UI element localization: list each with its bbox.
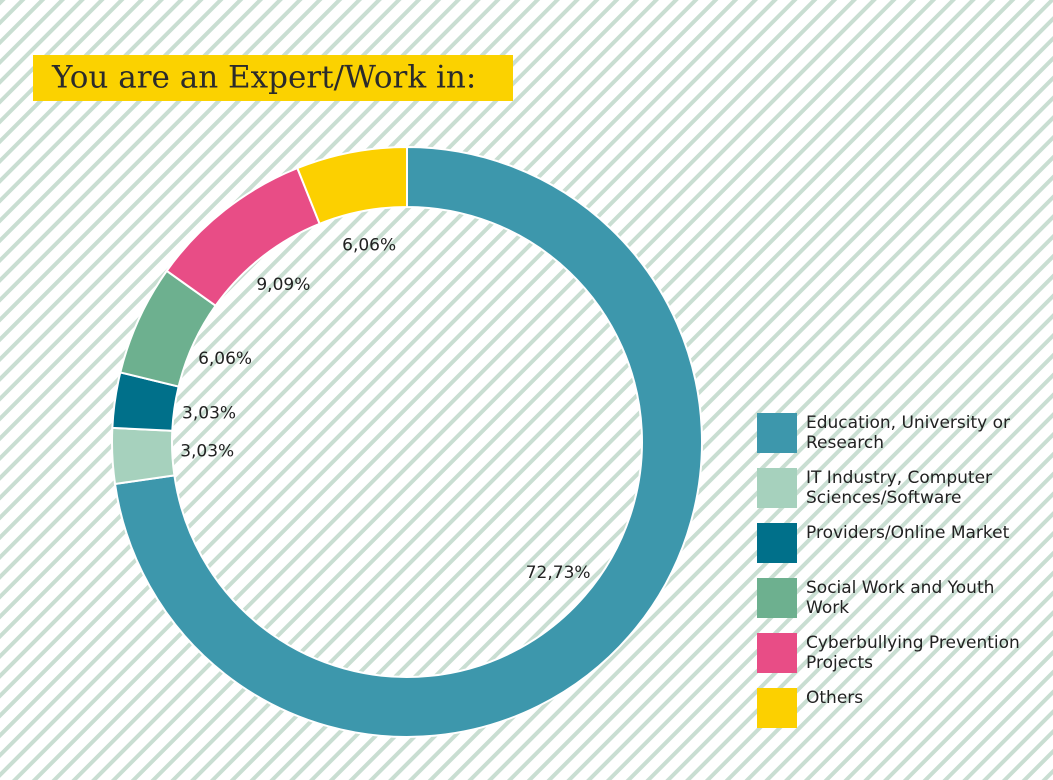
legend-swatch [757, 523, 797, 563]
legend-label: IT Industry, Computer Sciences/Software [806, 468, 993, 508]
legend: Education, University or Research IT Indu… [757, 413, 1027, 743]
legend-swatch [757, 633, 797, 673]
slice [296, 145, 408, 226]
value-label: 9,09% [256, 275, 310, 295]
value-label: 72,73% [526, 563, 591, 583]
legend-swatch [757, 413, 797, 453]
legend-swatch [757, 578, 797, 618]
legend-swatch [757, 468, 797, 508]
legend-label: Cyberbullying Prevention Projects [806, 633, 1020, 673]
legend-item: Social Work and Youth Work [757, 578, 1027, 633]
legend-item: Providers/Online Market [757, 523, 1027, 578]
title-box [33, 55, 513, 101]
legend-label: Education, University or Research [806, 413, 1010, 453]
value-label: 6,06% [342, 236, 396, 256]
legend-item: Cyberbullying Prevention Projects [757, 633, 1027, 688]
legend-item: IT Industry, Computer Sciences/Software [757, 468, 1027, 523]
legend-label: Others [806, 688, 864, 708]
legend-label: Providers/Online Market [806, 523, 1010, 543]
slice [110, 426, 176, 486]
legend-label: Social Work and Youth Work [806, 578, 995, 618]
chart-title: You are an Expert/Work in: [51, 60, 476, 96]
legend-item: Others [757, 688, 1027, 743]
slice [113, 145, 703, 738]
legend-swatch [757, 688, 797, 728]
legend-item: Education, University or Research [757, 413, 1027, 468]
value-label: 6,06% [198, 349, 252, 369]
value-label: 3,03% [182, 404, 236, 424]
value-label: 3,03% [180, 441, 234, 461]
